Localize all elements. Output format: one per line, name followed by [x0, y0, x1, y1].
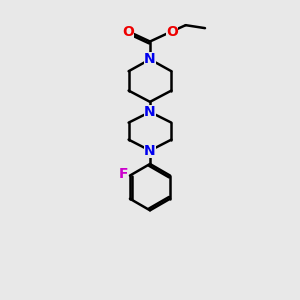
Text: O: O	[166, 25, 178, 39]
Text: N: N	[144, 105, 156, 119]
Text: N: N	[144, 144, 156, 158]
Text: F: F	[118, 167, 128, 182]
Text: N: N	[144, 52, 156, 66]
Text: O: O	[122, 25, 134, 39]
